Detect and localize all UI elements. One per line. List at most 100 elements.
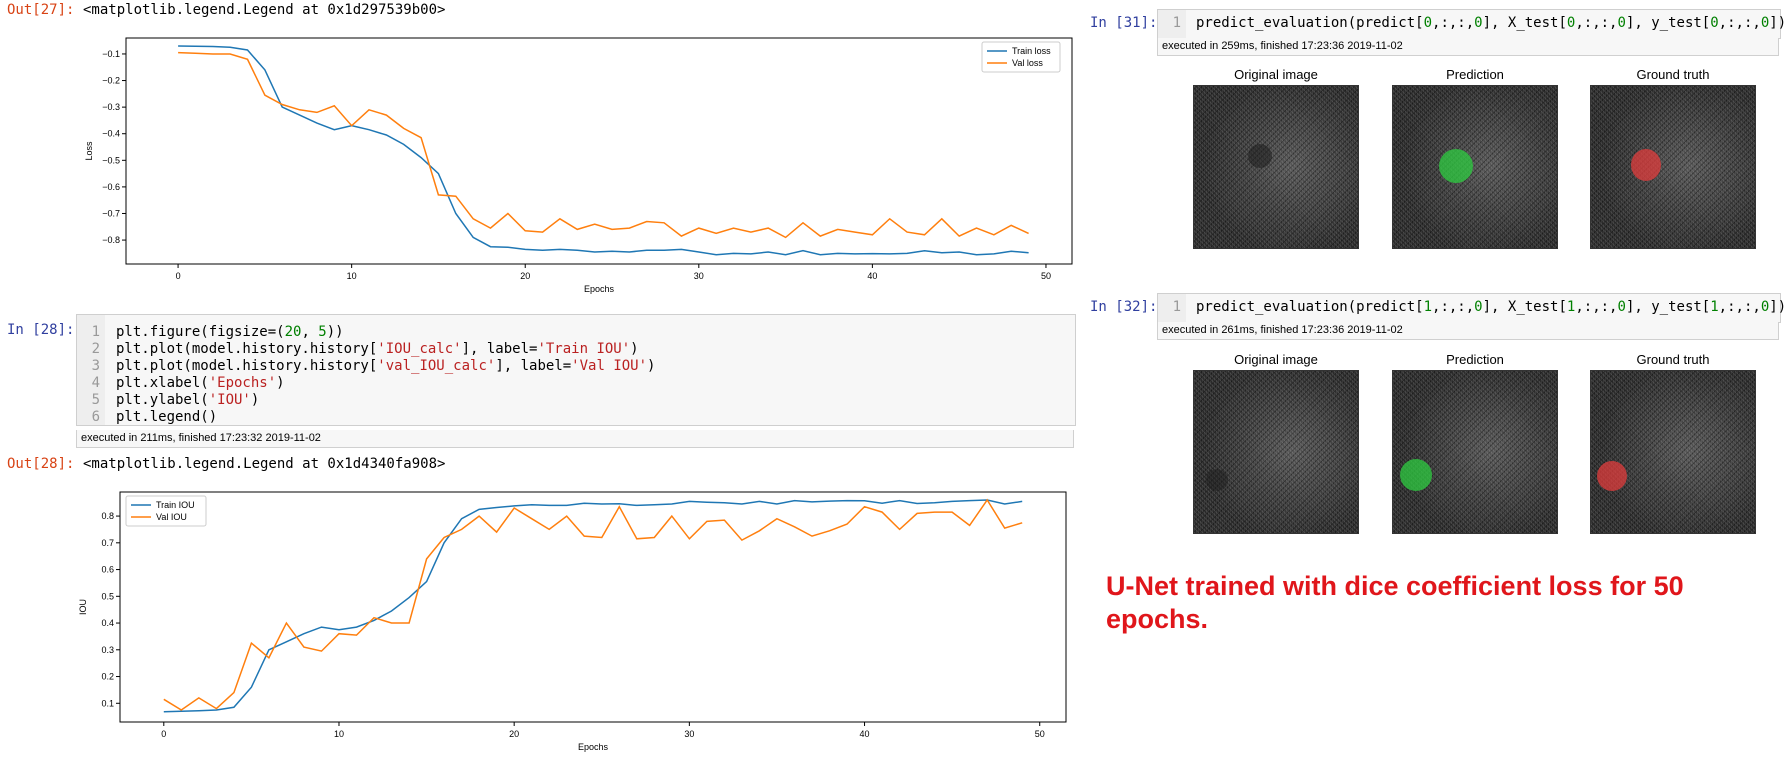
code-line[interactable]: predict_evaluation(predict[0,:,:,0], X_t… (1196, 15, 1787, 31)
val-series-line (178, 51, 1029, 239)
x-axis-label: Epochs (584, 284, 615, 294)
caption-line: U-Net trained with dice coefficient loss… (1106, 571, 1684, 601)
code-line: plt.ylabel('IOU') (116, 392, 260, 408)
prediction-mask (1400, 459, 1432, 491)
y-tick-label: 0.5 (101, 591, 114, 601)
legend-label: Val IOU (156, 512, 187, 522)
legend-label: Val loss (1012, 58, 1043, 68)
lesion-shadow (1206, 469, 1228, 491)
prediction-image (1392, 370, 1558, 534)
line-number: 4 (91, 375, 100, 391)
y-tick-label: 0.2 (101, 672, 114, 682)
y-tick-label: −0.5 (102, 155, 120, 165)
original-image-title: Original image (1234, 67, 1318, 82)
line-number: 1 (1172, 299, 1181, 315)
out27-output-text: <matplotlib.legend.Legend at 0x1d297539b… (83, 2, 446, 18)
in31-code-cell[interactable]: 1 predict_evaluation(predict[0,:,:,0], X… (1157, 9, 1786, 39)
prediction-title: Prediction (1446, 352, 1504, 367)
prediction-image (1392, 85, 1558, 249)
code-line: plt.legend() (116, 409, 218, 425)
plot-area (119, 491, 1067, 723)
line-number-gutter: 1 (1158, 10, 1186, 38)
y-tick-label: 0.8 (101, 511, 114, 521)
caption-text: U-Net trained with dice coefficient loss… (1106, 570, 1766, 636)
y-tick-label: 0.7 (101, 538, 114, 548)
ground-truth-title: Ground truth (1636, 67, 1710, 82)
code-editor[interactable]: plt.figure(figsize=(20, 5)) plt.plot(mod… (116, 324, 655, 426)
x-tick-label: 40 (860, 729, 870, 739)
ground-truth-image (1590, 370, 1756, 534)
y-axis-label: IOU (78, 599, 88, 615)
x-tick-label: 10 (347, 271, 357, 281)
legend-label: Train IOU (156, 500, 195, 510)
in32-execution-time: executed in 261ms, finished 17:23:36 201… (1157, 322, 1779, 340)
in32-prompt: In [32]: (1090, 299, 1158, 315)
y-tick-label: −0.3 (102, 102, 120, 112)
x-tick-label: 10 (334, 729, 344, 739)
legend (981, 41, 1061, 73)
out28-output-text: <matplotlib.legend.Legend at 0x1d4340fa9… (83, 456, 446, 472)
y-axis-label: Loss (84, 141, 94, 161)
y-tick-label: 0.3 (101, 645, 114, 655)
code-line: plt.xlabel('Epochs') (116, 375, 285, 391)
caption-line: epochs. (1106, 604, 1209, 634)
val-series-line (163, 498, 1023, 711)
x-tick-label: 30 (684, 729, 694, 739)
original-image-title: Original image (1234, 352, 1318, 367)
iou-chart: 0 10 20 30 40 50 0.1 0.2 0.3 0.4 0.5 0.6 0.7 0.8 Epoch… (78, 491, 1067, 752)
line-number: 5 (91, 392, 100, 408)
y-tick-label: −0.1 (102, 49, 120, 59)
x-tick-label: 20 (509, 729, 519, 739)
x-tick-label: 0 (176, 271, 181, 281)
x-tick-label: 40 (867, 271, 877, 281)
in31-prompt: In [31]: (1090, 15, 1158, 31)
original-image (1193, 85, 1359, 249)
line-number: 2 (91, 341, 100, 357)
in31-execution-time: executed in 259ms, finished 17:23:36 201… (1157, 38, 1779, 56)
in28-execution-time: executed in 211ms, finished 17:23:32 201… (76, 430, 1074, 448)
code-line: plt.plot(model.history.history['IOU_calc… (116, 341, 639, 357)
line-number: 6 (91, 409, 100, 425)
code-line: plt.plot(model.history.history['val_IOU_… (116, 358, 656, 374)
x-tick-label: 50 (1041, 271, 1051, 281)
code-line: plt.figure(figsize=(20, 5)) (116, 324, 344, 340)
y-tick-label: 0.4 (101, 618, 114, 628)
ground-truth-mask (1597, 461, 1627, 491)
in28-prompt: In [28]: (7, 322, 75, 338)
legend-label: Train loss (1012, 46, 1051, 56)
ground-truth-mask (1631, 149, 1661, 181)
y-tick-label: −0.4 (102, 129, 120, 139)
line-number: 3 (91, 358, 100, 374)
lesion-shadow (1248, 144, 1272, 168)
out28-prompt: Out[28]: (7, 456, 75, 472)
train-series-line (178, 45, 1029, 256)
line-number-gutter: 1 2 3 4 5 6 (77, 315, 105, 425)
ground-truth-title: Ground truth (1636, 352, 1710, 367)
y-tick-label: 0.1 (101, 698, 114, 708)
y-tick-label: −0.2 (102, 76, 120, 86)
line-number: 1 (91, 324, 100, 340)
y-tick-label: 0.6 (101, 565, 114, 575)
ground-truth-image (1590, 85, 1756, 249)
y-tick-label: −0.7 (102, 208, 120, 218)
prediction-title: Prediction (1446, 67, 1504, 82)
x-tick-label: 0 (161, 729, 166, 739)
y-tick-label: −0.6 (102, 182, 120, 192)
code-line[interactable]: predict_evaluation(predict[1,:,:,0], X_t… (1196, 299, 1787, 315)
y-tick-label: −0.8 (102, 235, 120, 245)
x-tick-label: 30 (694, 271, 704, 281)
x-axis-label: Epochs (578, 742, 609, 752)
x-tick-label: 50 (1035, 729, 1045, 739)
prediction-mask (1439, 149, 1473, 183)
legend (125, 495, 207, 527)
in32-code-cell[interactable]: 1 predict_evaluation(predict[1,:,:,0], X… (1157, 293, 1786, 323)
x-tick-label: 20 (520, 271, 530, 281)
train-series-line (163, 499, 1023, 713)
loss-chart: 0 10 20 30 40 50 −0.1 −0.2 −0.3 −0.4 −0.5 −0.6 −0.7 −… (84, 37, 1073, 294)
out27-prompt: Out[27]: (7, 2, 75, 18)
line-number-gutter: 1 (1158, 294, 1186, 322)
original-image (1193, 370, 1359, 534)
line-number: 1 (1172, 15, 1181, 31)
in28-code-cell[interactable]: 1 2 3 4 5 6 plt.figure(figsize=(20, 5)) … (76, 314, 1076, 426)
plot-area (125, 37, 1073, 265)
